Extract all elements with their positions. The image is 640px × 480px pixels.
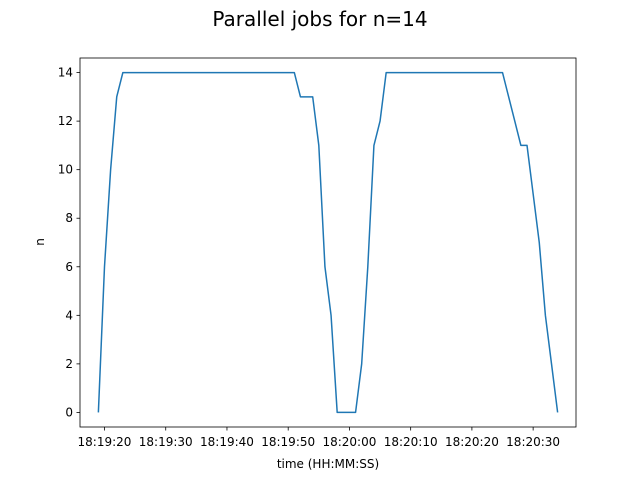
- series-line: [97, 71, 559, 414]
- x-tick-label: 18:19:50: [261, 435, 315, 449]
- plot-frame: [79, 57, 577, 428]
- y-tick-label: 0: [65, 405, 73, 419]
- y-tick-label: 8: [65, 211, 73, 225]
- x-tick-label: 18:19:30: [139, 435, 193, 449]
- chart-title: Parallel jobs for n=14: [212, 7, 427, 31]
- plot-area: [80, 58, 576, 427]
- y-axis-label: n: [33, 238, 47, 246]
- y-axis-ticks: 0 2 4 6 8 10 12 14: [58, 66, 80, 419]
- y-tick-label: 12: [58, 114, 73, 128]
- x-axis-label: time (HH:MM:SS): [277, 457, 379, 471]
- y-tick-label: 4: [65, 308, 73, 322]
- y-tick-label: 10: [58, 163, 73, 177]
- y-tick-label: 14: [58, 66, 73, 80]
- y-tick-label: 2: [65, 357, 73, 371]
- x-tick-label: 18:20:30: [506, 435, 560, 449]
- x-tick-label: 18:19:40: [200, 435, 254, 449]
- x-tick-label: 18:20:10: [384, 435, 438, 449]
- x-tick-label: 18:20:00: [322, 435, 376, 449]
- y-tick-label: 6: [65, 260, 73, 274]
- x-tick-label: 18:20:20: [445, 435, 499, 449]
- x-tick-label: 18:19:20: [78, 435, 132, 449]
- x-axis-ticks: 18:19:20 18:19:30 18:19:40 18:19:50 18:20:00…: [78, 427, 560, 449]
